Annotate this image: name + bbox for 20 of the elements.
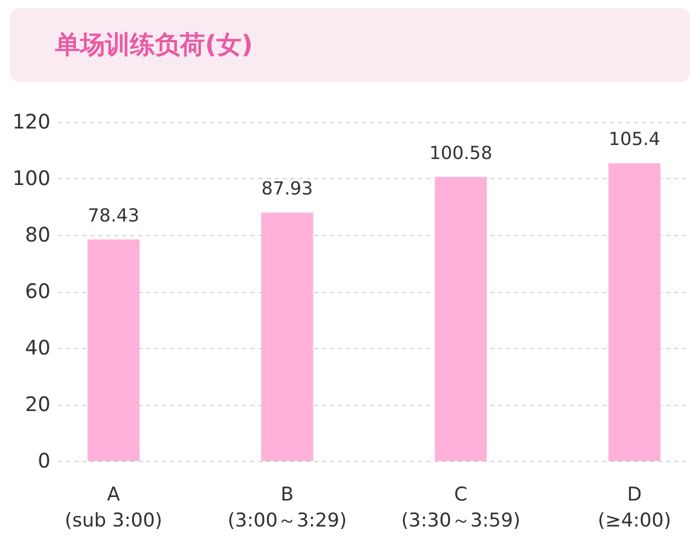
x-tick-label: C (3:30～3:59)	[401, 484, 520, 532]
y-tick-label: 120	[12, 110, 50, 134]
bar	[608, 163, 660, 461]
data-label: 87.93	[261, 178, 313, 200]
y-tick-label: 60	[25, 279, 50, 303]
y-tick-label: 20	[25, 392, 50, 416]
bar	[88, 239, 140, 461]
y-tick-label: 100	[12, 166, 50, 190]
y-tick-label: 80	[25, 222, 50, 246]
x-tick-label: D (≥4:00)	[598, 484, 672, 532]
x-tick-label: B (3:00～3:29)	[228, 484, 347, 532]
data-label: 78.43	[88, 205, 140, 226]
data-label: 100.58	[429, 142, 492, 164]
bar	[434, 176, 487, 461]
y-tick-label: 40	[25, 336, 50, 360]
bar	[261, 212, 314, 461]
chart-title: 单场训练负荷(女)	[54, 30, 253, 59]
data-label: 105.4	[608, 129, 660, 150]
x-tick-label: A (sub 3:00)	[64, 484, 162, 532]
y-tick-label: 0	[38, 448, 50, 472]
